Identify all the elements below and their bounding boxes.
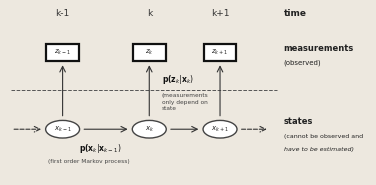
Circle shape: [45, 120, 80, 138]
Circle shape: [203, 120, 237, 138]
Text: (first order Markov process): (first order Markov process): [49, 159, 130, 164]
Text: states: states: [284, 117, 313, 126]
Text: $z_{k-1}$: $z_{k-1}$: [54, 48, 71, 57]
Circle shape: [132, 120, 166, 138]
Text: k: k: [147, 9, 152, 18]
Text: k-1: k-1: [56, 9, 70, 18]
FancyBboxPatch shape: [133, 44, 165, 60]
Text: $\mathbf{p(x}_{k}|\mathbf{x}_{k-1})$: $\mathbf{p(x}_{k}|\mathbf{x}_{k-1})$: [79, 142, 121, 155]
Text: $x_{k}$: $x_{k}$: [145, 125, 154, 134]
FancyBboxPatch shape: [204, 44, 236, 60]
Text: $z_{k+1}$: $z_{k+1}$: [211, 48, 229, 57]
Text: k+1: k+1: [211, 9, 229, 18]
Text: time: time: [284, 9, 307, 18]
Text: $z_{k}$: $z_{k}$: [145, 48, 154, 57]
Text: $\mathbf{p(z}_{k}|\mathbf{x}_{k})$: $\mathbf{p(z}_{k}|\mathbf{x}_{k})$: [162, 73, 194, 86]
Text: $x_{k+1}$: $x_{k+1}$: [211, 125, 229, 134]
Text: have to be estimated): have to be estimated): [284, 147, 354, 152]
FancyBboxPatch shape: [46, 44, 79, 60]
Text: measurements: measurements: [284, 44, 354, 53]
Text: (measurements
only depend on
state: (measurements only depend on state: [162, 93, 208, 111]
Text: (observed): (observed): [284, 60, 321, 66]
Text: $x_{k-1}$: $x_{k-1}$: [54, 125, 71, 134]
Text: (cannot be observed and: (cannot be observed and: [284, 134, 363, 139]
